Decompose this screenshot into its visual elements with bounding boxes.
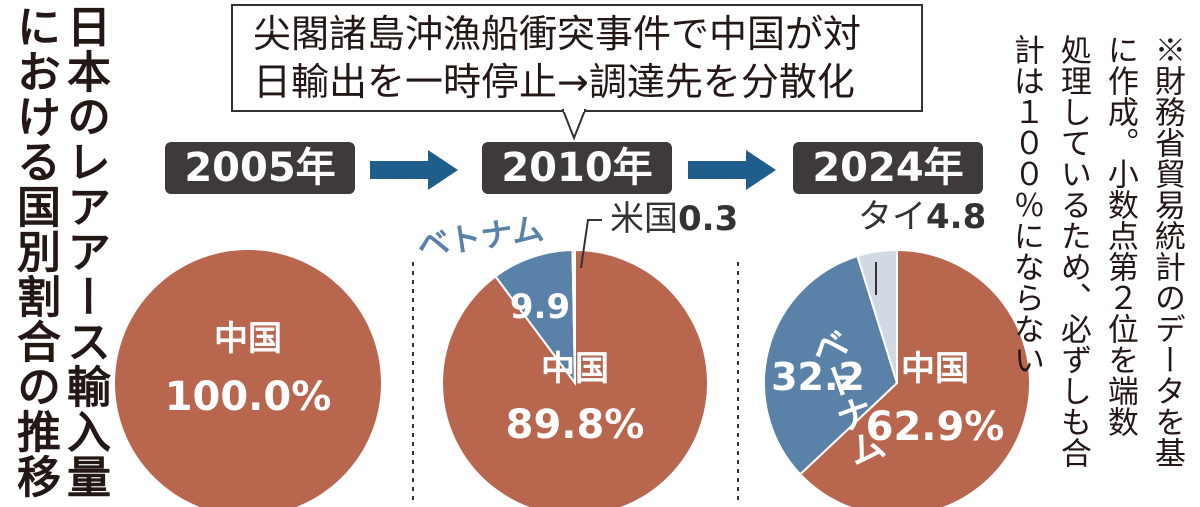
year-box-2024: 2024年 bbox=[793, 142, 983, 194]
callout-box: 尖閣諸島沖漁船衝突事件で中国が対 日輸出を一時停止→調達先を分散化 bbox=[231, 4, 923, 112]
label-2024-china: 中国 bbox=[901, 349, 969, 389]
leader-2010-usa bbox=[580, 219, 602, 269]
label-2010-usa-name: 米国 bbox=[610, 199, 678, 239]
label-2024-thailand: タイ4.8 bbox=[858, 197, 986, 237]
label-2010-usa: 米国0.3 bbox=[610, 199, 738, 239]
chart-title-line2: における国別割合の推移 bbox=[9, 4, 60, 499]
label-2005-china: 中国 bbox=[214, 319, 282, 359]
chart-title-line1: 日本のレアアース輸入量 bbox=[59, 4, 110, 499]
callout-line1: 尖閣諸島沖漁船衝突事件で中国が対 bbox=[253, 12, 862, 56]
value-2010-vietnam: 9.9 bbox=[510, 287, 570, 327]
pie-slice-vietnam bbox=[494, 249, 577, 387]
footnote-line1: ※財務省貿易統計のデータを基 bbox=[1148, 34, 1185, 468]
pie-slice-china bbox=[798, 248, 1031, 507]
pie-slice-china bbox=[115, 250, 381, 507]
footnote-line2: に作成。小数点第２位を端数 bbox=[1101, 34, 1138, 437]
pie-slice-other bbox=[856, 248, 898, 384]
footnote-line4: 計は１００％にならない bbox=[1007, 34, 1044, 375]
label-2010-vietnam: ベトナム bbox=[415, 209, 546, 264]
pie-slice-other bbox=[571, 248, 576, 384]
year-box-2010: 2010年 bbox=[482, 142, 672, 194]
arrow-right-icon bbox=[370, 150, 458, 190]
value-2010-china: 89.8% bbox=[506, 402, 645, 448]
arrow-right-icon bbox=[688, 150, 776, 190]
label-2024-thailand-name: タイ bbox=[858, 197, 926, 237]
value-2024-vietnam: 32.2 bbox=[771, 355, 865, 399]
pie-2005 bbox=[115, 250, 381, 507]
footnote-line3: 処理しているため、必ずしも合 bbox=[1054, 34, 1091, 468]
pie-2024 bbox=[763, 248, 1031, 507]
pie-slice-vietnam bbox=[763, 254, 899, 476]
callout-line2: 日輸出を一時停止→調達先を分散化 bbox=[253, 60, 855, 104]
value-2024-thailand: 4.8 bbox=[926, 197, 986, 237]
label-2010-china: 中国 bbox=[541, 349, 609, 389]
value-2024-china: 62.9% bbox=[866, 404, 1005, 450]
pie-2010 bbox=[441, 248, 710, 507]
value-2010-usa: 0.3 bbox=[678, 199, 738, 239]
value-2005-china: 100.0% bbox=[165, 374, 332, 420]
year-box-2005: 2005年 bbox=[165, 142, 355, 194]
